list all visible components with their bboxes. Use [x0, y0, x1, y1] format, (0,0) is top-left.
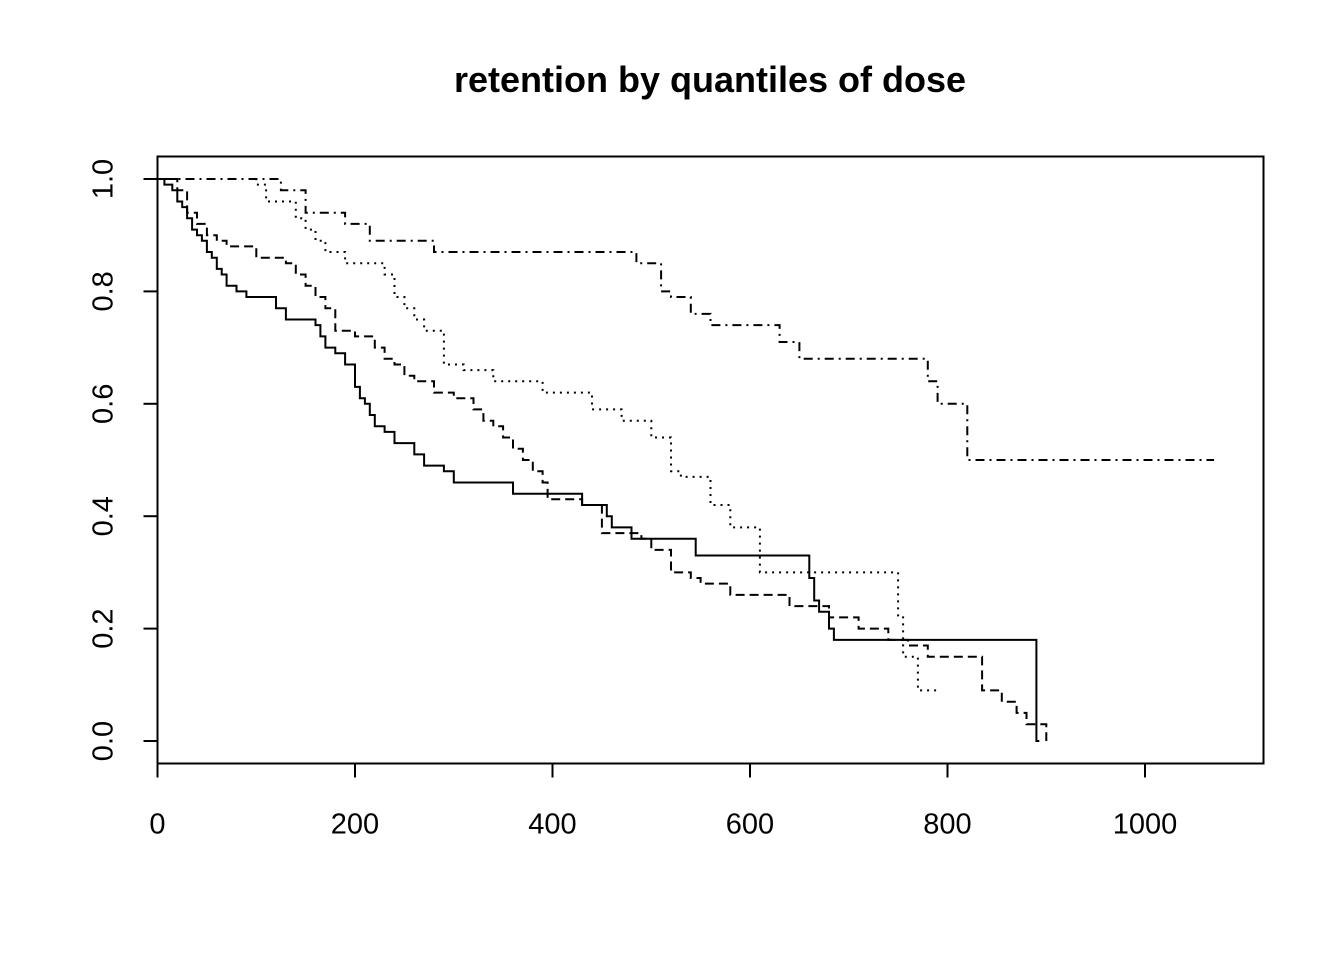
y-tick-label: 0.2 — [88, 608, 120, 648]
y-tick-label: 0.4 — [88, 496, 120, 536]
y-tick-label: 1.0 — [88, 159, 120, 199]
plot-frame — [156, 155, 1265, 765]
series-line-2-dashed — [157, 178, 1048, 741]
series-line-3-dotted — [157, 178, 938, 692]
series-layer — [157, 178, 1215, 742]
x-tick-label: 600 — [726, 809, 774, 841]
x-tick-label: 1000 — [1113, 809, 1178, 841]
chart-title: retention by quantiles of dose — [454, 59, 966, 100]
y-tick-label: 0.8 — [88, 271, 120, 311]
x-axis: 0 200 400 600 800 1000 — [149, 762, 1178, 841]
x-tick-label: 400 — [528, 809, 576, 841]
x-tick-label: 0 — [149, 809, 165, 841]
series-line-4-dotdash — [157, 178, 1215, 461]
x-tick-label: 200 — [331, 809, 379, 841]
y-tick-label: 0.6 — [88, 384, 120, 424]
y-axis: 0.0 0.2 0.4 0.6 0.8 1.0 — [88, 159, 159, 761]
y-tick-label: 0.0 — [88, 721, 120, 761]
x-tick-label: 800 — [923, 809, 971, 841]
